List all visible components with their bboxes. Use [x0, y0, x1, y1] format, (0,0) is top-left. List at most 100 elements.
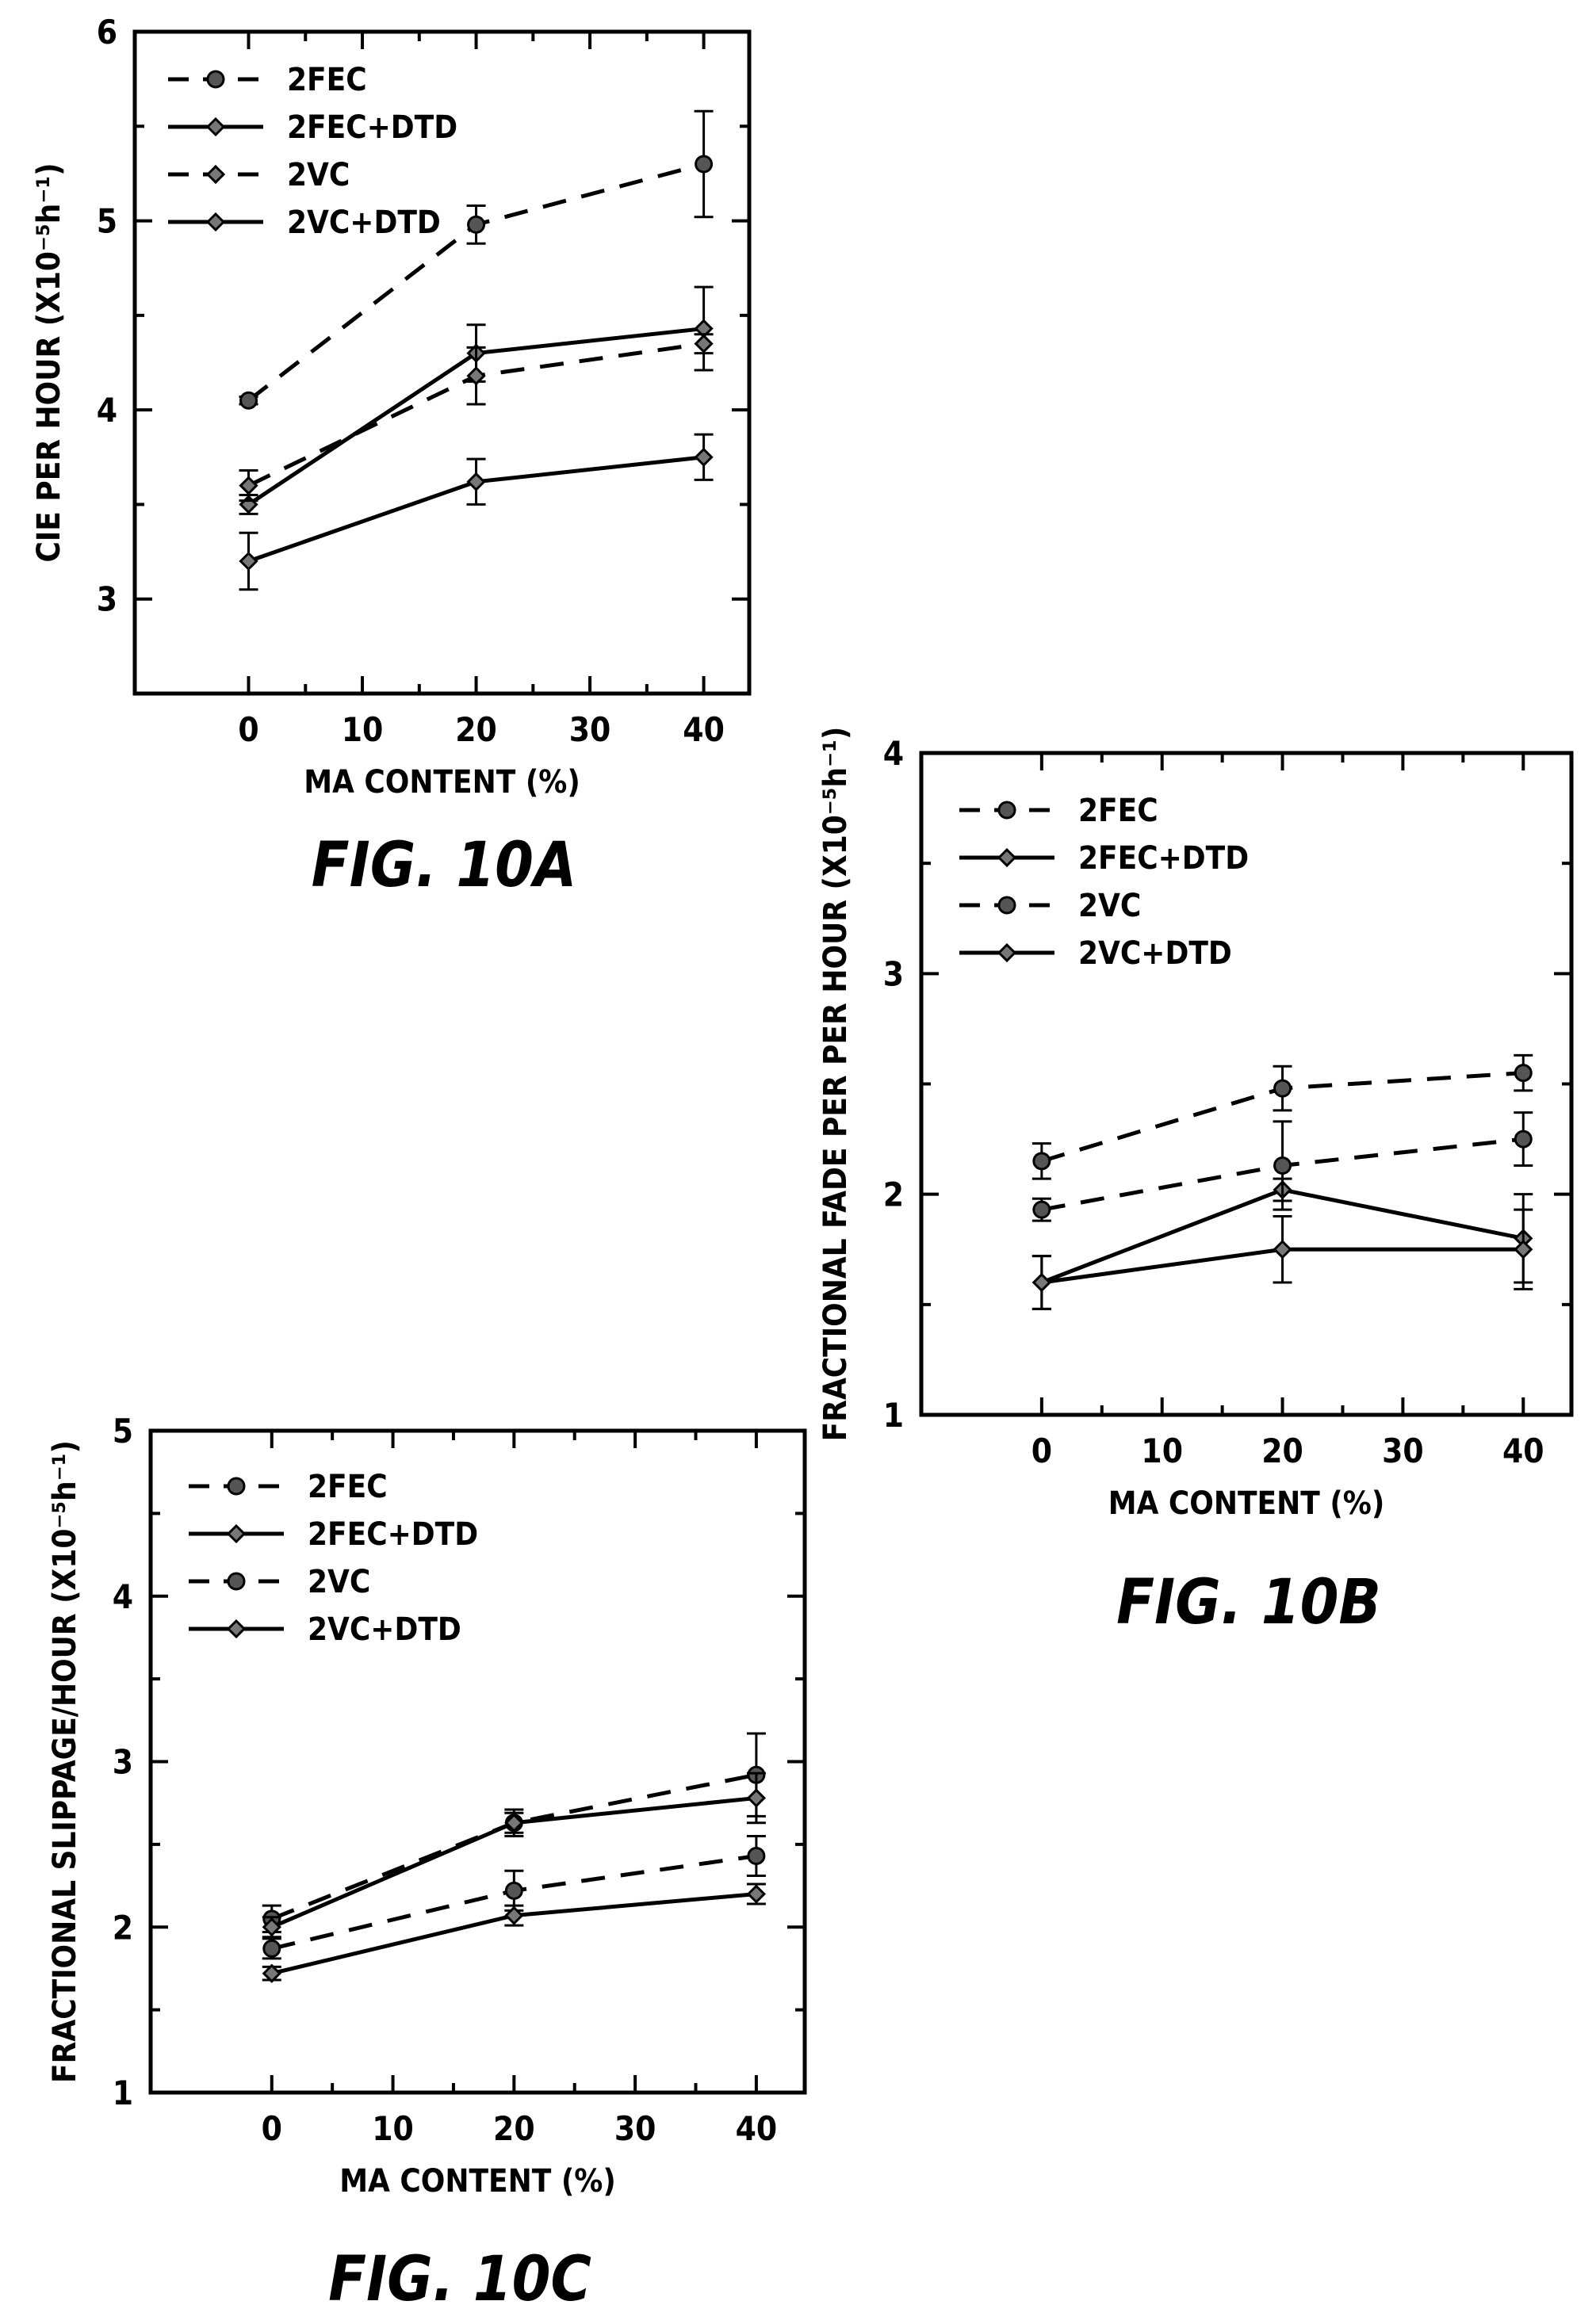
series-2fec	[1031, 1053, 1533, 1180]
data-point	[466, 472, 486, 491]
x-tick-label: 30	[569, 710, 611, 749]
x-axis-title: MA CONTENT (%)	[1108, 1485, 1385, 1522]
x-axis-title: MA CONTENT (%)	[339, 2163, 616, 2200]
series-2vc	[239, 333, 714, 503]
x-tick-label: 40	[1502, 1431, 1544, 1470]
y-axis-title: FRACTIONAL SLIPPAGE/HOUR (X10⁻⁵h⁻¹)	[47, 1440, 83, 2083]
series-2fec	[239, 109, 714, 410]
legend-marker	[226, 1523, 247, 1544]
chart-panel-1: 0 10 20 30 40 3 4 5 6 MA CONTENT (%) CIE PER HOUR …	[31, 13, 752, 901]
y-tick-label: 2	[883, 1175, 904, 1214]
data-point	[1514, 1130, 1533, 1149]
x-axis-title: MA CONTENT (%)	[304, 764, 580, 801]
y-tick-label: 3	[97, 580, 117, 619]
y-tick-label: 4	[113, 1577, 133, 1616]
legend-label: 2VC+DTD	[287, 204, 441, 241]
series-2vc-plus-dtd	[239, 433, 714, 591]
x-tick-label: 40	[736, 2109, 778, 2148]
legend-label: 2FEC	[287, 62, 367, 98]
series-2vc	[1031, 1111, 1533, 1222]
data-point	[747, 1846, 766, 1865]
legend-label: 2FEC+DTD	[1078, 840, 1249, 877]
legend-label: 2VC+DTD	[1078, 935, 1232, 972]
series-2vc-plus-dtd	[262, 1883, 767, 1983]
x-tick-label: 20	[493, 2109, 535, 2148]
x-tick-label: 10	[342, 710, 384, 749]
data-point	[695, 155, 714, 174]
legend: 2FEC 2FEC+DTD 2VC 2VC+DTD	[959, 793, 1249, 972]
y-tick-label: 5	[113, 1412, 133, 1451]
legend-marker	[997, 847, 1017, 868]
data-point	[262, 1939, 281, 1958]
legend-marker	[205, 117, 226, 137]
data-point	[466, 366, 486, 386]
y-tick-label: 1	[883, 1396, 904, 1435]
legend-label: 2FEC+DTD	[287, 109, 457, 146]
legend: 2FEC 2FEC+DTD 2VC 2VC+DTD	[189, 1469, 478, 1648]
chart-panel-2: 0 10 20 30 40 1 2 3 4 MA CONTENT (%) FRACTIONAL FA…	[817, 727, 1574, 1638]
legend-marker	[997, 942, 1017, 963]
data-point	[504, 1813, 524, 1833]
data-point	[694, 447, 714, 467]
chart-panel-3: 0 10 20 30 40 1 2 3 4 5 MA CONTENT (%) FRACTIONAL S…	[47, 1412, 807, 2315]
legend-marker	[226, 1619, 247, 1639]
y-tick-label: 2	[113, 1908, 133, 1947]
legend-marker	[206, 70, 225, 89]
y-tick-label: 4	[97, 391, 117, 430]
data-point	[262, 1963, 281, 1983]
data-point	[746, 1788, 767, 1808]
data-point	[504, 1905, 524, 1925]
x-tick-label: 30	[1382, 1431, 1424, 1470]
legend-label: 2FEC+DTD	[308, 1516, 478, 1553]
x-tick-label: 0	[262, 2109, 282, 2148]
y-tick-label: 4	[883, 734, 904, 773]
series-2fec-plus-dtd	[262, 1772, 767, 1939]
data-point	[467, 215, 486, 234]
legend-marker	[205, 212, 226, 232]
data-point	[1273, 1156, 1292, 1175]
figure-label: FIG. 10A	[312, 830, 577, 901]
x-tick-label: 0	[238, 710, 258, 749]
data-point	[239, 391, 258, 410]
data-point	[262, 1917, 281, 1937]
legend-marker	[205, 164, 226, 185]
legend-marker	[997, 896, 1016, 915]
series-2vc-plus-dtd	[1031, 1208, 1533, 1310]
data-point	[694, 334, 714, 354]
y-tick-label: 3	[113, 1743, 133, 1782]
legend-label: 2FEC	[1078, 793, 1158, 829]
legend-label: 2VC	[308, 1564, 370, 1600]
y-tick-label: 6	[97, 13, 117, 52]
x-tick-label: 20	[455, 710, 497, 749]
x-tick-label: 10	[372, 2109, 414, 2148]
data-point	[1032, 1152, 1051, 1171]
y-axis-title: CIE PER HOUR (X10⁻⁵h⁻¹)	[31, 162, 67, 562]
y-tick-label: 3	[883, 954, 904, 993]
data-point	[746, 1884, 767, 1904]
data-point	[239, 551, 258, 571]
data-point	[1031, 1272, 1051, 1293]
data-point	[1514, 1240, 1533, 1259]
legend-label: 2VC+DTD	[308, 1611, 461, 1648]
x-tick-label: 30	[614, 2109, 656, 2148]
legend: 2FEC 2FEC+DTD 2VC 2VC+DTD	[168, 62, 457, 241]
legend-marker	[997, 801, 1016, 820]
x-tick-label: 20	[1261, 1431, 1303, 1470]
legend-marker	[227, 1572, 246, 1591]
legend-label: 2VC	[1078, 888, 1141, 924]
data-point	[1514, 1064, 1533, 1083]
y-axis-title: FRACTIONAL FADE PER PER HOUR (X10⁻⁵h⁻¹)	[817, 727, 854, 1442]
figure-label: FIG. 10C	[328, 2244, 591, 2315]
legend-marker	[227, 1477, 246, 1496]
figure-label: FIG. 10B	[1116, 1567, 1381, 1638]
data-point	[1032, 1200, 1051, 1219]
x-tick-label: 0	[1031, 1431, 1052, 1470]
data-point	[504, 1881, 523, 1900]
x-tick-label: 10	[1141, 1431, 1183, 1470]
data-point	[239, 476, 258, 495]
data-point	[1273, 1240, 1292, 1259]
y-tick-label: 1	[113, 2074, 133, 2112]
x-tick-label: 40	[683, 710, 725, 749]
y-tick-label: 5	[97, 202, 117, 241]
